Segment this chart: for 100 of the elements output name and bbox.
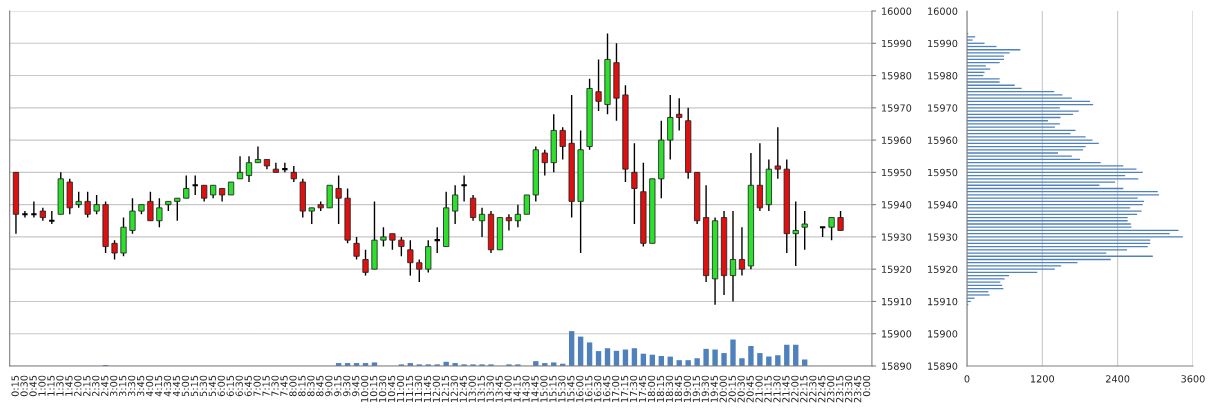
y-tick-label: 16000 — [928, 7, 958, 15]
y-tick-label: 15950 — [882, 168, 912, 177]
x-tick-label: 0:45 — [29, 375, 37, 397]
y-tick-label: 15990 — [882, 39, 912, 48]
x-tick-label: 13:30 — [486, 375, 494, 402]
x-tick-label: 2:30 — [92, 375, 100, 397]
x-tick-label: 0 — [964, 375, 970, 383]
y-tick-label: 15900 — [928, 330, 958, 338]
x-tick-label: 14:30 — [522, 375, 530, 402]
x-tick-label: 9:45 — [352, 375, 360, 397]
x-tick-label: 1:30 — [56, 375, 64, 396]
x-tick-label: 11:45 — [423, 375, 432, 402]
x-tick-label: 7:45 — [280, 375, 288, 397]
x-tick-label: 12:30 — [450, 375, 458, 402]
x-tick-label: 1:45 — [65, 375, 73, 396]
x-tick-label: 22:45 — [818, 375, 826, 403]
x-tick-label: 13:15 — [477, 375, 485, 402]
x-tick-label: 0:30 — [20, 375, 28, 397]
y-tick-label: 15890 — [928, 362, 958, 370]
x-tick-label: 4:45 — [172, 375, 181, 397]
x-tick-label: 6:15 — [226, 375, 234, 397]
x-tick-label: 20:30 — [737, 375, 745, 403]
x-tick-label: 17:45 — [638, 375, 647, 402]
x-tick-label: 8:00 — [289, 375, 297, 397]
x-tick-label: 10:30 — [378, 375, 387, 402]
x-tick-label: 15:00 — [540, 375, 548, 402]
y-tick-label: 15980 — [882, 72, 912, 80]
x-tick-label: 9:30 — [343, 375, 351, 397]
y-tick-label: 15930 — [882, 233, 912, 241]
x-tick-label: 6:30 — [235, 375, 243, 397]
x-tick-label: 2:00 — [74, 375, 82, 397]
x-tick-label: 3:30 — [127, 375, 136, 397]
x-tick-label: 21:15 — [764, 375, 772, 403]
x-tick-label: 3600 — [1181, 375, 1205, 383]
x-tick-label: 2:45 — [101, 375, 109, 397]
x-tick-label: 11:30 — [414, 375, 423, 402]
x-tick-label: 10:00 — [360, 375, 369, 402]
y-tick-label: 15960 — [882, 136, 912, 144]
x-tick-label: 3:45 — [136, 375, 145, 397]
x-tick-label: 14:15 — [513, 375, 521, 402]
y-tick-label: 15970 — [882, 104, 912, 112]
x-tick-label: 5:45 — [208, 375, 216, 397]
x-tick-label: 18:00 — [647, 375, 656, 402]
x-tick-label: 3:00 — [110, 375, 118, 397]
y-tick-label: 16000 — [882, 7, 912, 15]
x-tick-label: 16:30 — [594, 375, 602, 402]
y-tick-label: 15970 — [928, 104, 958, 112]
x-tick-label: 23:15 — [836, 375, 844, 403]
x-tick-label: 23:30 — [844, 375, 853, 403]
x-tick-label: 17:15 — [621, 375, 629, 402]
x-tick-label: 4:15 — [154, 375, 163, 397]
x-tick-label: 4:00 — [145, 375, 154, 397]
x-tick-label: 20:15 — [728, 375, 736, 403]
x-tick-label: 14:00 — [504, 375, 512, 402]
x-tick-label: 5:00 — [181, 375, 190, 397]
x-tick-label: 17:30 — [629, 375, 638, 402]
x-tick-label: 23:45 — [853, 375, 862, 403]
y-tick-label: 15910 — [928, 297, 958, 306]
x-tick-label: 11:00 — [396, 375, 405, 402]
x-tick-label: 18:30 — [665, 375, 674, 402]
x-tick-label: 22:15 — [800, 375, 808, 403]
x-tick-label: 4:30 — [163, 375, 172, 397]
x-tick-label: 1:00 — [38, 375, 46, 396]
x-tick-label: 9:00 — [325, 375, 333, 397]
x-tick-label: 2400 — [1105, 375, 1130, 383]
y-tick-label: 15900 — [882, 330, 912, 338]
x-tick-label: 5:15 — [190, 375, 199, 397]
y-tick-label: 15950 — [928, 168, 958, 177]
x-tick-label: 21:00 — [755, 375, 763, 403]
x-tick-label: 22:00 — [791, 375, 799, 403]
x-tick-label: 19:45 — [710, 375, 718, 402]
y-tick-label: 15920 — [928, 265, 958, 273]
x-tick-label: 10:15 — [369, 375, 378, 402]
x-tick-label: 0:15 — [11, 375, 19, 397]
y-tick-label: 15980 — [928, 72, 958, 80]
x-tick-label: 0:00 — [862, 375, 871, 397]
x-tick-label: 20:45 — [746, 375, 754, 403]
x-tick-label: 19:00 — [683, 375, 691, 402]
y-tick-label: 15960 — [928, 136, 958, 144]
x-tick-label: 18:45 — [674, 375, 683, 402]
x-tick-label: 13:00 — [468, 375, 476, 402]
x-tick-label: 3:15 — [118, 375, 127, 397]
x-tick-label: 1200 — [1031, 375, 1055, 383]
y-tick-label: 15940 — [882, 201, 912, 209]
y-tick-label: 15910 — [882, 297, 912, 306]
x-tick-label: 13:45 — [495, 375, 503, 402]
x-tick-label: 16:00 — [576, 375, 584, 402]
x-tick-label: 9:15 — [334, 375, 342, 397]
x-tick-label: 2:15 — [83, 375, 91, 397]
x-tick-label: 18:15 — [656, 375, 665, 402]
x-tick-label: 11:15 — [405, 375, 414, 402]
y-tick-label: 15890 — [882, 362, 912, 370]
x-tick-label: 12:45 — [459, 375, 467, 402]
x-tick-label: 7:15 — [262, 375, 270, 397]
x-tick-label: 21:45 — [782, 375, 790, 403]
x-tick-label: 14:45 — [531, 375, 539, 402]
x-tick-label: 15:45 — [567, 375, 575, 402]
x-tick-label: 12:15 — [441, 375, 449, 402]
x-tick-label: 23:00 — [827, 375, 835, 403]
x-tick-label: 15:15 — [549, 375, 557, 402]
